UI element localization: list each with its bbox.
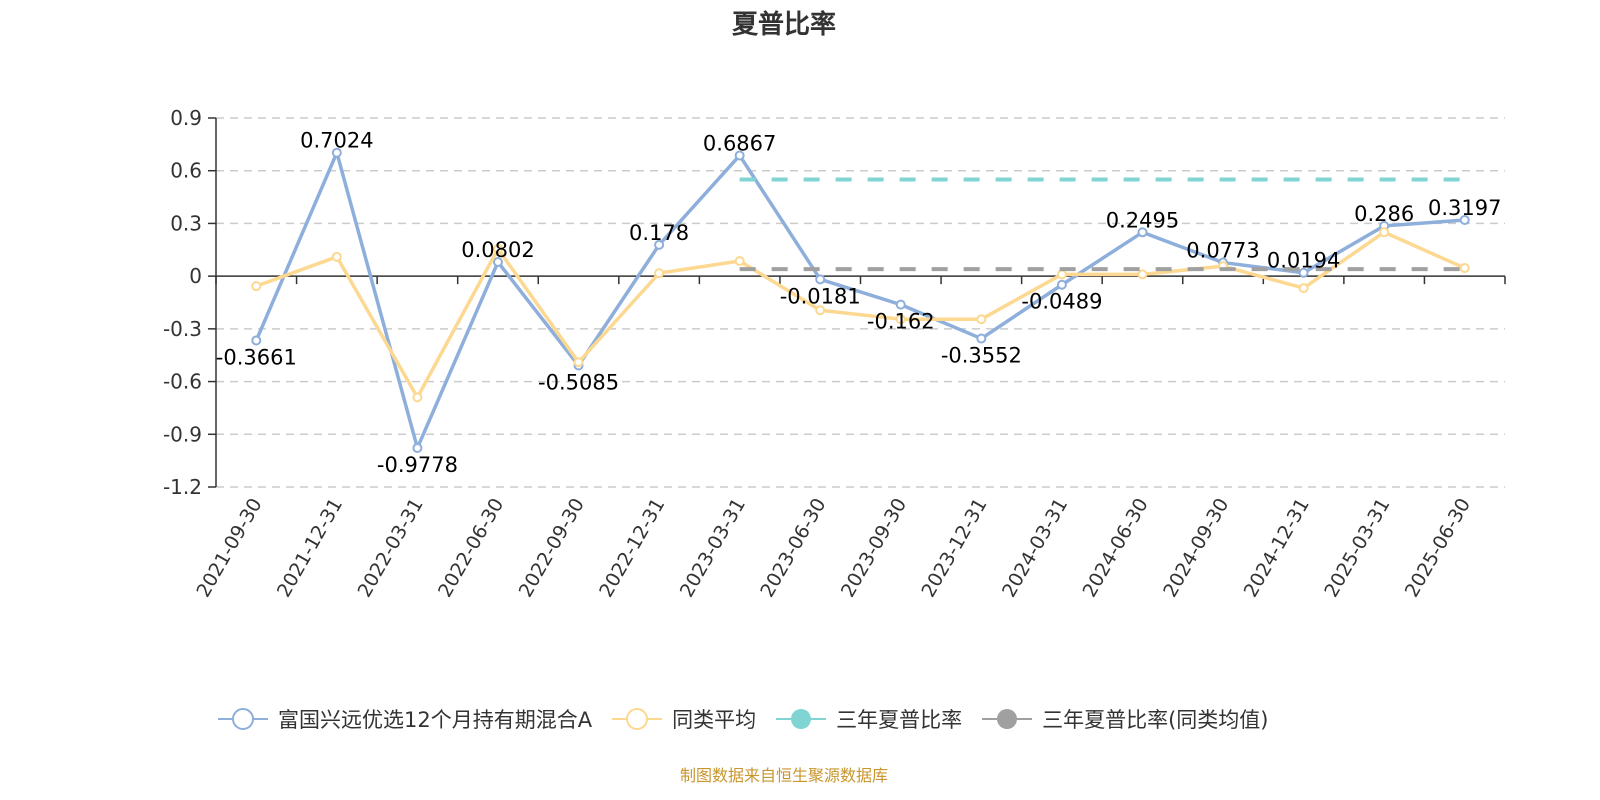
svg-text:2024-12-31: 2024-12-31 — [1240, 495, 1314, 602]
chart-legend: 富国兴远优选12个月持有期混合A 同类平均 三年夏普比率 三年夏普比率(同类均值… — [218, 704, 1288, 734]
svg-text:2024-03-31: 2024-03-31 — [998, 495, 1072, 602]
svg-text:-0.3552: -0.3552 — [941, 344, 1022, 368]
legend-item-3y-sharpe[interactable]: 三年夏普比率 — [776, 704, 962, 734]
svg-text:-0.0489: -0.0489 — [1021, 290, 1102, 314]
legend-label: 三年夏普比率(同类均值) — [1042, 708, 1269, 732]
svg-text:0.6: 0.6 — [170, 159, 202, 183]
svg-text:2023-06-30: 2023-06-30 — [756, 495, 830, 602]
svg-text:0.286: 0.286 — [1354, 202, 1414, 226]
legend-label: 三年夏普比率 — [836, 708, 963, 732]
svg-text:0.0802: 0.0802 — [461, 238, 534, 262]
svg-text:-0.162: -0.162 — [867, 310, 935, 334]
svg-text:0.2495: 0.2495 — [1106, 208, 1179, 232]
legend-item-fund[interactable]: 富国兴远优选12个月持有期混合A — [218, 704, 592, 734]
data-source-note: 制图数据来自恒生聚源数据库 — [679, 766, 888, 785]
svg-text:2023-03-31: 2023-03-31 — [676, 495, 750, 602]
svg-text:2025-06-30: 2025-06-30 — [1401, 495, 1475, 602]
chart-title: 夏普比率 — [731, 10, 836, 40]
legend-item-3y-sharpe-peer[interactable]: 三年夏普比率(同类均值) — [982, 704, 1268, 734]
hollow-circle-line-icon — [218, 708, 268, 730]
svg-text:-0.5085: -0.5085 — [538, 370, 619, 394]
svg-text:0.178: 0.178 — [629, 221, 689, 245]
hollow-circle-line-icon — [612, 708, 663, 730]
svg-text:-0.9: -0.9 — [163, 422, 202, 446]
svg-text:2022-03-31: 2022-03-31 — [353, 495, 427, 602]
svg-text:2023-09-30: 2023-09-30 — [837, 495, 911, 602]
filled-circle-line-icon — [982, 709, 1033, 729]
svg-text:-0.0181: -0.0181 — [780, 284, 861, 308]
svg-text:-0.3: -0.3 — [163, 317, 202, 341]
svg-text:2021-12-31: 2021-12-31 — [273, 495, 347, 602]
svg-text:-0.6: -0.6 — [163, 370, 202, 394]
svg-text:-1.2: -1.2 — [163, 475, 202, 499]
svg-text:2022-09-30: 2022-09-30 — [515, 495, 589, 602]
svg-text:-0.3661: -0.3661 — [216, 345, 297, 369]
svg-text:2021-09-30: 2021-09-30 — [192, 495, 266, 602]
svg-text:0.9: 0.9 — [170, 106, 202, 130]
legend-label: 同类平均 — [672, 708, 757, 732]
svg-text:2024-09-30: 2024-09-30 — [1159, 495, 1233, 602]
svg-text:2025-03-31: 2025-03-31 — [1320, 495, 1394, 602]
svg-text:0.3: 0.3 — [170, 211, 202, 235]
svg-text:2023-12-31: 2023-12-31 — [917, 495, 991, 602]
legend-label: 富国兴远优选12个月持有期混合A — [278, 708, 593, 732]
svg-text:0.7024: 0.7024 — [300, 129, 373, 153]
svg-text:0.0773: 0.0773 — [1186, 239, 1259, 263]
svg-text:0.6867: 0.6867 — [703, 131, 776, 155]
svg-text:2022-12-31: 2022-12-31 — [595, 495, 669, 602]
svg-text:0.0194: 0.0194 — [1267, 249, 1340, 273]
legend-item-peer-average[interactable]: 同类平均 — [612, 704, 756, 734]
svg-text:2024-06-30: 2024-06-30 — [1079, 495, 1153, 602]
svg-text:0: 0 — [189, 264, 202, 288]
svg-text:2022-06-30: 2022-06-30 — [434, 495, 508, 602]
svg-text:0.3197: 0.3197 — [1428, 196, 1501, 220]
svg-text:-0.9778: -0.9778 — [377, 453, 458, 477]
filled-circle-line-icon — [776, 709, 827, 729]
